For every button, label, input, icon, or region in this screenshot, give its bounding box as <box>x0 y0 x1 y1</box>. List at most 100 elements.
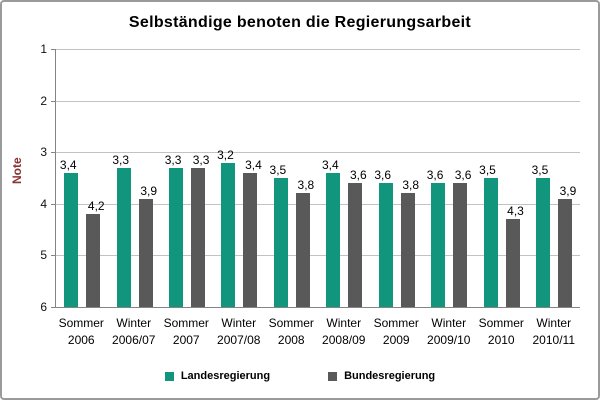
x-label-season: Winter <box>536 316 572 330</box>
bar-landesregierung <box>326 172 341 307</box>
bar-landesregierung <box>535 178 550 307</box>
bar-value-label: 3,5 <box>269 163 287 177</box>
bar-value-label: 3,4 <box>245 157 262 172</box>
x-label-season: Sommer <box>268 316 314 330</box>
x-label-year: 2006 <box>67 333 95 347</box>
bar-value-label: 3,6 <box>454 168 472 183</box>
x-category-label: Sommer 2007 <box>160 315 213 349</box>
bar-group: 3,3 3,9 <box>108 49 160 307</box>
x-label-year: 2010 <box>487 333 515 347</box>
legend-item-landesregierung: Landesregierung <box>164 370 271 382</box>
gridline <box>56 152 580 154</box>
bar-value-label: 3,6 <box>374 168 392 183</box>
chart-title: Selbständige benoten die Regierungsarbei… <box>128 14 472 31</box>
bar-bundesregierung <box>557 198 572 307</box>
bar-value-label: 3,8 <box>402 178 420 193</box>
x-category-label: Winter 2009/10 <box>423 315 476 349</box>
x-category-label: Winter 2008/09 <box>318 315 371 349</box>
bar-value-label: 3,5 <box>531 163 549 177</box>
gridline <box>56 100 580 102</box>
bar-value-label: 3,3 <box>192 152 210 167</box>
bar-value-label: 3,8 <box>297 178 315 193</box>
bar-group: 3,3 3,3 <box>161 49 213 307</box>
bar-bundesregierung <box>400 193 415 307</box>
y-tick-mark <box>51 49 56 50</box>
y-tick-label: 3 <box>40 145 47 160</box>
y-tick-label: 2 <box>40 93 47 108</box>
bar-value-label: 3,4 <box>321 157 339 172</box>
bar-value-label: 3,4 <box>59 157 77 172</box>
x-category-label: Winter 2010/11 <box>528 315 581 349</box>
x-axis-labels: Sommer 2006 Winter 2006/07 Sommer 2007 Winter 2… <box>55 315 580 349</box>
bar-value-label: 3,6 <box>349 168 367 183</box>
bar-group: 3,6 3,8 <box>370 49 422 307</box>
legend-label: Landesregierung <box>180 370 271 382</box>
x-label-season: Sommer <box>478 316 524 330</box>
legend: Landesregierung Bundesregierung <box>2 370 598 382</box>
bar-value-label: 3,6 <box>426 168 444 183</box>
bar-landesregierung <box>431 183 446 307</box>
y-tick-label: 6 <box>40 300 47 314</box>
bar-value-label: 3,2 <box>217 147 234 162</box>
bar-landesregierung <box>273 178 288 307</box>
x-label-year: 2006/07 <box>112 333 156 347</box>
x-label-year: 2007/08 <box>217 333 261 347</box>
y-tick-mark <box>51 255 56 257</box>
bar-group: 3,5 4,3 <box>475 49 527 307</box>
legend-item-bundesregierung: Bundesregierung <box>328 370 435 382</box>
bar-value-label: 3,3 <box>164 152 182 167</box>
x-category-label: Sommer 2009 <box>370 315 423 349</box>
x-category-label: Sommer 2006 <box>55 315 108 349</box>
legend-swatch-icon <box>328 371 338 381</box>
bar-landesregierung <box>483 178 498 307</box>
x-label-year: 2008/09 <box>322 333 366 347</box>
gridline <box>56 203 580 205</box>
y-tick-mark <box>51 307 56 308</box>
y-tick-label: 1 <box>40 42 47 56</box>
bar-group: 3,6 3,6 <box>423 49 475 307</box>
x-label-season: Sommer <box>58 316 104 330</box>
bar-group: 3,4 4,2 <box>56 49 108 307</box>
x-label-year: 2009 <box>382 333 410 347</box>
bar-landesregierung <box>378 183 393 307</box>
x-category-label: Winter 2006/07 <box>108 315 161 349</box>
bar-bundesregierung <box>295 193 310 307</box>
x-category-label: Sommer 2008 <box>265 315 318 349</box>
plot-area: 1 2 3 4 5 6 3,4 4,2 3,3 3,9 3,3 3,3 3,2 3,4 3,5 3,8 3,4 3… <box>40 42 580 314</box>
x-category-label: Sommer 2010 <box>475 315 528 349</box>
bar-value-label: 4,2 <box>87 199 105 214</box>
y-tick-mark <box>51 100 56 102</box>
bar-groups: 3,4 4,2 3,3 3,9 3,3 3,3 3,2 3,4 3,5 3,8 3,4 3,6 3,6 3… <box>56 49 580 307</box>
bar-value-label: 3,9 <box>140 183 157 198</box>
bar-bundesregierung <box>138 198 153 307</box>
y-tick-mark <box>51 152 56 154</box>
x-label-season: Winter <box>221 316 257 330</box>
gridline <box>56 255 580 257</box>
bar-group: 3,5 3,9 <box>528 49 580 307</box>
bar-bundesregierung <box>86 214 101 307</box>
x-label-year: 2007 <box>172 333 200 347</box>
bar-group: 3,5 3,8 <box>266 49 318 307</box>
y-tick-label: 5 <box>40 248 47 263</box>
x-label-season: Winter <box>431 316 467 330</box>
x-label-season: Sommer <box>163 316 209 330</box>
x-label-year: 2008 <box>277 333 305 347</box>
bar-landesregierung <box>64 172 79 307</box>
x-label-season: Sommer <box>373 316 419 330</box>
x-label-year: 2010/11 <box>532 333 576 347</box>
bar-value-label: 4,3 <box>507 204 524 219</box>
bar-bundesregierung <box>348 183 363 307</box>
bar-group: 3,2 3,4 <box>213 49 265 307</box>
bar-bundesregierung <box>453 183 468 307</box>
legend-label: Bundesregierung <box>344 370 436 382</box>
y-tick-label: 4 <box>40 196 47 211</box>
bar-value-label: 3,3 <box>112 152 129 167</box>
legend-swatch-icon <box>164 371 174 381</box>
bar-bundesregierung <box>505 219 520 307</box>
y-axis-title: Note <box>10 157 24 184</box>
x-category-label: Winter 2007/08 <box>213 315 266 349</box>
bar-value-label: 3,5 <box>479 163 496 177</box>
bar-bundesregierung <box>243 172 258 307</box>
bar-value-label: 3,9 <box>559 183 577 198</box>
